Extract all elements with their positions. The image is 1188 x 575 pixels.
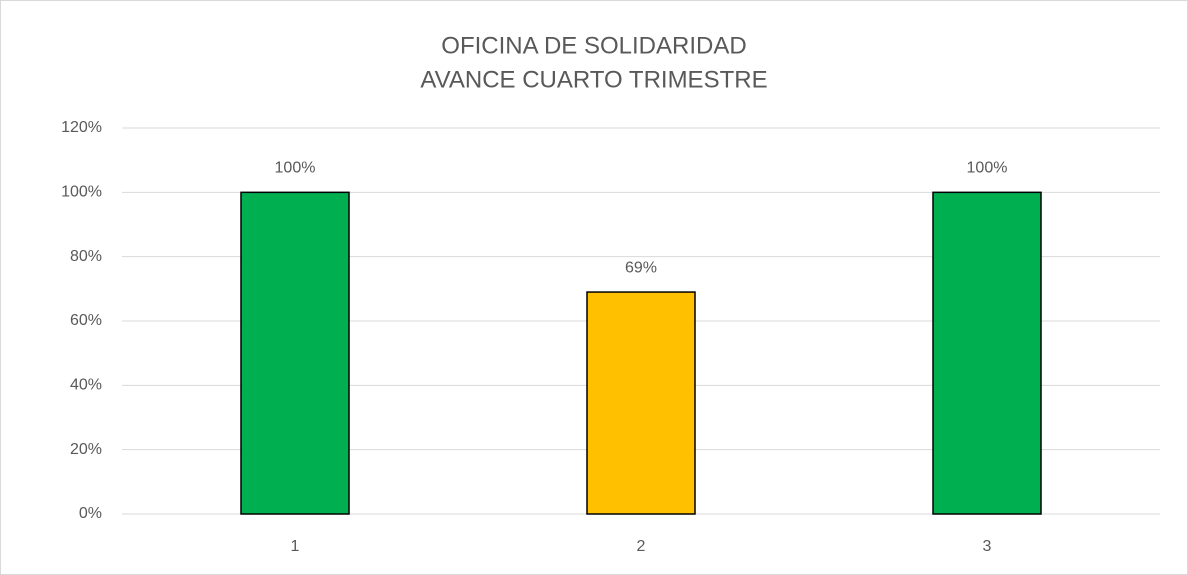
bar	[932, 191, 1042, 515]
y-tick-label: 20%	[70, 441, 102, 458]
x-tick-label: 2	[637, 538, 646, 555]
y-tick-label: 60%	[70, 312, 102, 329]
bar	[586, 291, 696, 515]
y-tick-label: 40%	[70, 377, 102, 394]
data-label: 100%	[967, 160, 1008, 177]
y-tick-label: 80%	[70, 248, 102, 265]
y-tick-label: 100%	[61, 184, 102, 201]
chart-title: AVANCE CUARTO TRIMESTRE	[420, 66, 767, 93]
x-tick-label: 1	[291, 538, 300, 555]
chart-title: OFICINA DE SOLIDARIDAD	[441, 32, 746, 59]
bar	[240, 191, 350, 515]
y-tick-label: 0%	[79, 505, 102, 522]
y-tick-label: 120%	[61, 119, 102, 136]
data-label: 69%	[625, 259, 657, 276]
data-label: 100%	[275, 160, 316, 177]
x-tick-label: 3	[983, 538, 992, 555]
